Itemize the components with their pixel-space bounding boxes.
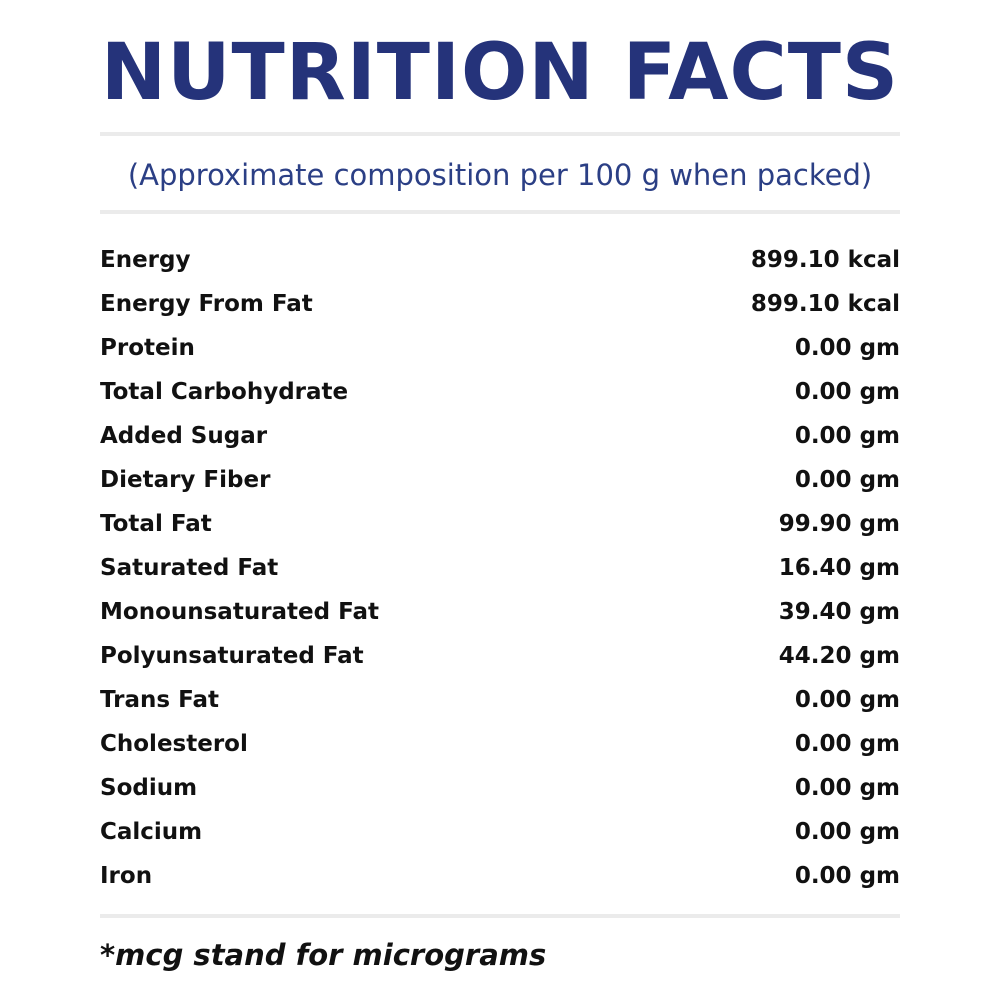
divider bbox=[100, 210, 900, 214]
nutrient-amount: 16.40 gm bbox=[778, 555, 900, 581]
nutrient-name: Calcium bbox=[100, 819, 203, 845]
nutrient-amount: 899.10 kcal bbox=[750, 291, 900, 317]
nutrient-amount: 0.00 gm bbox=[794, 423, 900, 449]
nutrient-row: Iron 0.00 gm bbox=[100, 854, 900, 898]
nutrient-row: Saturated Fat 16.40 gm bbox=[100, 546, 900, 590]
nutrient-name: Polyunsaturated Fat bbox=[100, 643, 364, 669]
divider bbox=[100, 914, 900, 918]
nutrient-name: Energy bbox=[100, 247, 191, 273]
nutrient-amount: 0.00 gm bbox=[794, 687, 900, 713]
nutrient-name: Iron bbox=[100, 863, 153, 889]
nutrient-row: Calcium 0.00 gm bbox=[100, 810, 900, 854]
nutrient-name: Added Sugar bbox=[100, 423, 268, 449]
nutrient-amount: 899.10 kcal bbox=[750, 247, 900, 273]
nutrient-row: Energy 899.10 kcal bbox=[100, 238, 900, 282]
nutrient-amount: 0.00 gm bbox=[794, 467, 900, 493]
nutrient-name: Protein bbox=[100, 335, 195, 361]
nutrient-amount: 0.00 gm bbox=[794, 863, 900, 889]
nutrient-amount: 44.20 gm bbox=[778, 643, 900, 669]
nutrient-amount: 0.00 gm bbox=[794, 775, 900, 801]
nutrient-row: Monounsaturated Fat 39.40 gm bbox=[100, 590, 900, 634]
subtitle: (Approximate composition per 100 g when … bbox=[127, 158, 873, 192]
nutrient-row: Total Fat 99.90 gm bbox=[100, 502, 900, 546]
nutrient-row: Trans Fat 0.00 gm bbox=[100, 678, 900, 722]
nutrient-amount: 0.00 gm bbox=[794, 731, 900, 757]
title: NUTRITION FACTS bbox=[100, 28, 900, 118]
nutrient-name: Monounsaturated Fat bbox=[100, 599, 379, 625]
nutrient-amount: 39.40 gm bbox=[778, 599, 900, 625]
nutrient-name: Sodium bbox=[100, 775, 198, 801]
nutrient-amount: 0.00 gm bbox=[794, 379, 900, 405]
nutrient-amount: 0.00 gm bbox=[794, 819, 900, 845]
nutrient-amount: 99.90 gm bbox=[778, 511, 900, 537]
nutrient-row: Dietary Fiber 0.00 gm bbox=[100, 458, 900, 502]
nutrient-name: Cholesterol bbox=[100, 731, 248, 757]
footnote: *mcg stand for micrograms bbox=[100, 938, 547, 972]
divider bbox=[100, 132, 900, 136]
nutrient-row: Sodium 0.00 gm bbox=[100, 766, 900, 810]
nutrient-amount: 0.00 gm bbox=[794, 335, 900, 361]
nutrient-row: Total Carbohydrate 0.00 gm bbox=[100, 370, 900, 414]
nutrient-name: Dietary Fiber bbox=[100, 467, 271, 493]
nutrient-row: Cholesterol 0.00 gm bbox=[100, 722, 900, 766]
nutrient-row: Added Sugar 0.00 gm bbox=[100, 414, 900, 458]
nutrient-name: Trans Fat bbox=[100, 687, 219, 713]
nutrient-name: Energy From Fat bbox=[100, 291, 313, 317]
nutrient-name: Saturated Fat bbox=[100, 555, 279, 581]
nutrient-name: Total Fat bbox=[100, 511, 212, 537]
nutrient-table: Energy 899.10 kcal Energy From Fat 899.10 k… bbox=[100, 238, 900, 898]
nutrient-row: Polyunsaturated Fat 44.20 gm bbox=[100, 634, 900, 678]
nutrient-name: Total Carbohydrate bbox=[100, 379, 349, 405]
nutrient-row: Protein 0.00 gm bbox=[100, 326, 900, 370]
nutrient-row: Energy From Fat 899.10 kcal bbox=[100, 282, 900, 326]
